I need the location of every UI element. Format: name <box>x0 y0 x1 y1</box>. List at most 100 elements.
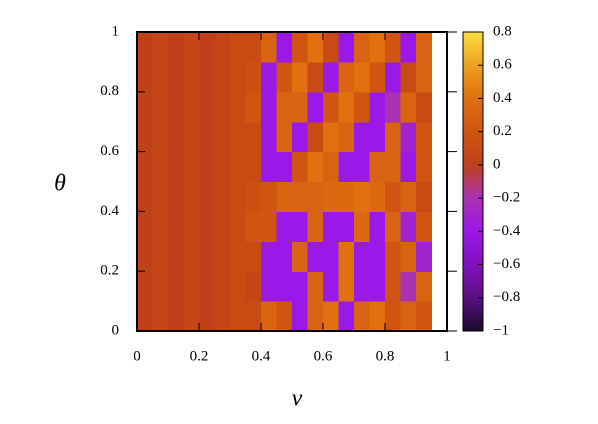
heatmap-cell <box>183 61 200 93</box>
heatmap-cell <box>137 32 154 63</box>
colorbar-tick-label: 0 <box>493 156 501 172</box>
heatmap-cell <box>354 301 371 332</box>
heatmap-cell <box>323 61 340 93</box>
colorbar-tick-label: −0.6 <box>493 256 521 272</box>
heatmap-cell <box>338 181 355 212</box>
heatmap-cell <box>416 151 433 183</box>
heatmap-cell <box>385 181 402 212</box>
heatmap-cell <box>276 301 293 332</box>
y-tick-label: 1 <box>112 23 120 39</box>
heatmap-cell <box>276 241 293 272</box>
heatmap-cell <box>214 61 231 93</box>
heatmap-cell <box>214 91 231 123</box>
heatmap-cell <box>338 241 355 272</box>
heatmap-cell <box>323 32 340 63</box>
heatmap-cell <box>152 121 169 153</box>
heatmap-cell <box>199 32 216 63</box>
heatmap-cell <box>276 271 293 302</box>
heatmap-cell <box>261 32 278 63</box>
heatmap-cell <box>152 151 169 183</box>
heatmap-cell <box>400 151 417 183</box>
heatmap-cell <box>338 151 355 183</box>
heatmap-cell <box>307 241 324 272</box>
heatmap-cell <box>152 241 169 272</box>
x-tick-label: 1 <box>443 348 451 364</box>
heatmap-cell <box>292 211 309 242</box>
heatmap-cell <box>369 241 386 272</box>
heatmap-cell <box>168 211 185 242</box>
heatmap-cell <box>369 301 386 332</box>
heatmap-cell <box>307 151 324 183</box>
heatmap-cell <box>307 61 324 93</box>
heatmap-cell <box>137 121 154 153</box>
heatmap-cell <box>338 91 355 123</box>
heatmap-cell <box>369 211 386 242</box>
heatmap-cell <box>199 211 216 242</box>
x-tick-label: 0.2 <box>190 348 209 364</box>
heatmap-cell <box>261 91 278 123</box>
heatmap-cell <box>400 211 417 242</box>
heatmap-cell <box>245 211 262 242</box>
y-tick-label: 0.4 <box>100 203 119 219</box>
heatmap-cell <box>416 91 433 123</box>
heatmap-cell <box>137 181 154 212</box>
colorbar-tick-label: 0.6 <box>493 57 512 73</box>
heatmap-cell <box>400 32 417 63</box>
heatmap-cell <box>245 181 262 212</box>
heatmap-cell <box>369 181 386 212</box>
heatmap-cell <box>416 121 433 153</box>
heatmap-cell <box>183 181 200 212</box>
heatmap-cell <box>385 301 402 332</box>
colorbar-tick-label: −0.2 <box>493 190 520 206</box>
colorbar-tick-label: 0.8 <box>493 23 512 39</box>
heatmap-cell <box>338 271 355 302</box>
y-axis-label: θ <box>54 171 66 197</box>
colorbar-tick-label: −1 <box>493 322 509 338</box>
heatmap-cell <box>416 181 433 212</box>
heatmap-cell <box>214 271 231 302</box>
heatmap-cell <box>354 32 371 63</box>
heatmap-cell <box>245 151 262 183</box>
heatmap-cell <box>214 121 231 153</box>
heatmap-cell <box>276 91 293 123</box>
heatmap-cell <box>292 32 309 63</box>
heatmap-cell <box>152 91 169 123</box>
heatmap-cell <box>261 271 278 302</box>
heatmap-cell <box>354 241 371 272</box>
heatmap-cell <box>354 91 371 123</box>
heatmap-cell <box>276 211 293 242</box>
heatmap-cell <box>354 271 371 302</box>
heatmap-cell <box>292 61 309 93</box>
heatmap-cell <box>199 241 216 272</box>
heatmap-cell <box>323 301 340 332</box>
heatmap-cell <box>416 271 433 302</box>
heatmap-cell <box>214 181 231 212</box>
heatmap-cell <box>230 121 247 153</box>
heatmap-cell <box>385 32 402 63</box>
heatmap-cell <box>276 121 293 153</box>
heatmap-cell <box>323 271 340 302</box>
heatmap-cell <box>137 211 154 242</box>
heatmap-cell <box>199 181 216 212</box>
heatmap-cell <box>183 241 200 272</box>
heatmap-cell <box>168 121 185 153</box>
heatmap-cell <box>338 211 355 242</box>
heatmap-cell <box>183 151 200 183</box>
heatmap-cell <box>369 32 386 63</box>
colorbar-tick-label: 0.2 <box>493 123 512 139</box>
heatmap-cell <box>152 211 169 242</box>
heatmap-cell <box>183 301 200 332</box>
heatmap-cell <box>416 301 433 332</box>
heatmap-cell <box>168 151 185 183</box>
heatmap-cell <box>338 301 355 332</box>
heatmap-cell <box>183 121 200 153</box>
heatmap-cell <box>400 271 417 302</box>
heatmap-cell <box>354 181 371 212</box>
heatmap-cell <box>323 91 340 123</box>
heatmap-cell <box>400 121 417 153</box>
heatmap-cell <box>292 301 309 332</box>
heatmap-cell <box>168 91 185 123</box>
heatmap-cell <box>214 151 231 183</box>
heatmap-cell <box>137 151 154 183</box>
